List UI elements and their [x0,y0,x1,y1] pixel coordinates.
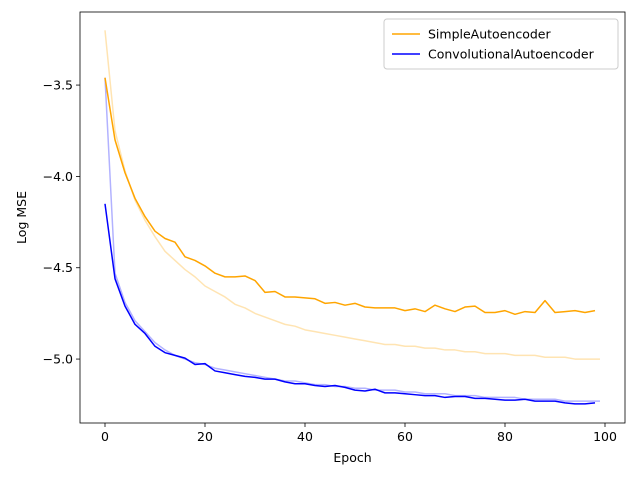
raw-series-line-2 [104,30,600,360]
legend-label: SimpleAutoencoder [428,27,551,42]
legend: SimpleAutoencoder ConvolutionalAutoencode… [383,18,619,70]
legend-box [383,18,619,70]
x-tick-label: 20 [197,429,213,444]
x-axis-label: Epoch [333,450,371,465]
y-axis-label: Log MSE [14,191,29,244]
y-tick-label: −4.5 [43,260,73,275]
series-line-1 [104,203,596,405]
legend-label: ConvolutionalAutoencoder [428,47,595,62]
x-tick-label: 40 [297,429,313,444]
x-tick-label: 60 [397,429,413,444]
x-tick-label: 100 [593,429,617,444]
plot-frame [79,11,626,424]
y-axis: −3.5 −4.0 −4.5 −5.0 [43,78,80,367]
smoothed-series-group [104,77,596,405]
x-tick-label: 0 [101,429,109,444]
y-tick-label: −4.0 [43,169,73,184]
y-tick-label: −5.0 [43,352,73,367]
x-axis: 0 20 40 60 80 100 [101,423,617,444]
series-line-0 [104,77,596,316]
x-tick-label: 80 [497,429,513,444]
y-tick-label: −3.5 [43,78,73,93]
